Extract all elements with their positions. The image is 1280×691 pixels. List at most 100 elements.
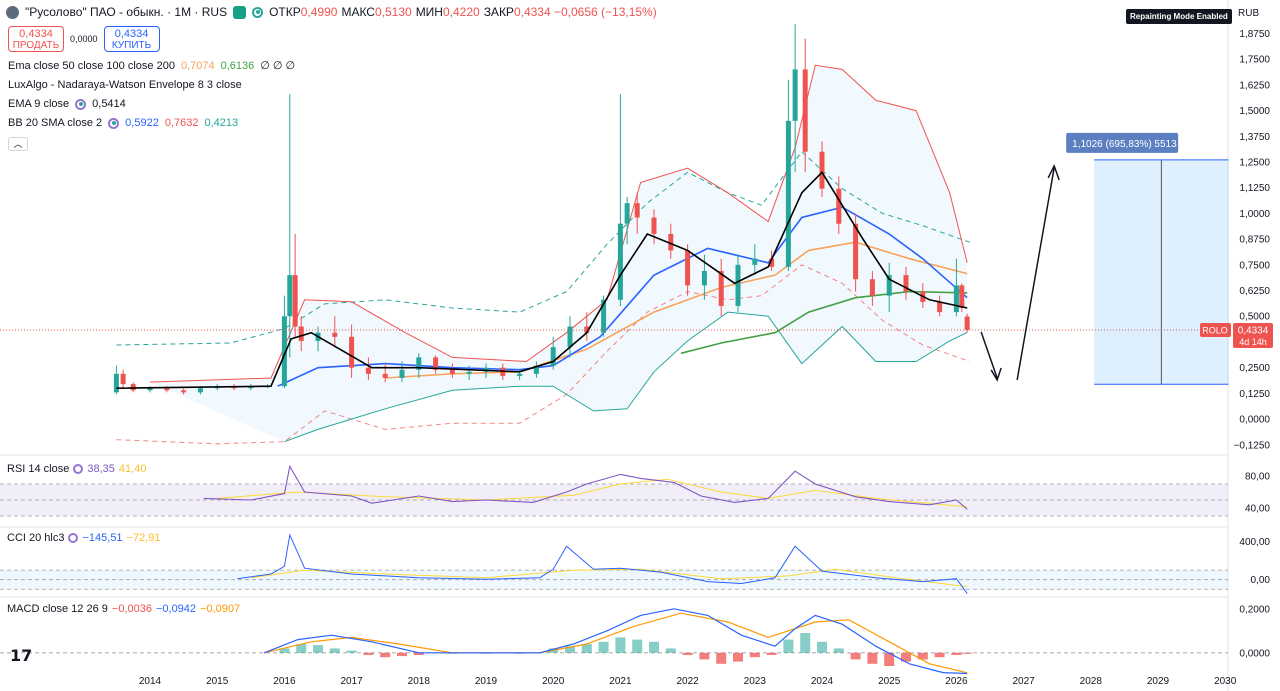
- y-axis-label: 0,0000: [1239, 415, 1270, 426]
- repaint-badge: Repainting Mode Enabled: [1126, 9, 1232, 24]
- x-axis-label: 2027: [1012, 676, 1035, 687]
- legend-macd[interactable]: MACD close 12 26 9 −0,0036 −0,0942 −0,09…: [7, 603, 240, 615]
- collapse-legend-button[interactable]: ︿: [8, 137, 28, 151]
- candle-body: [332, 332, 338, 337]
- candle-body: [959, 285, 965, 309]
- candle-body: [668, 233, 674, 251]
- macd-hist-bar: [665, 648, 676, 653]
- macd-hist-bar: [565, 646, 575, 653]
- ticker-label: ROLO: [1202, 325, 1228, 335]
- price-range-label: 1,1026 (695,83%) 5513: [1072, 139, 1177, 150]
- indicator-settings-icon[interactable]: [108, 117, 120, 129]
- live-dot-icon: [252, 6, 264, 18]
- legend-macd-label: MACD close 12 26 9: [7, 603, 108, 615]
- macd-line: [263, 608, 968, 675]
- y-axis-label: 0,5000: [1239, 312, 1270, 323]
- legend-ema9-value: 0,5414: [92, 98, 126, 110]
- macd-hist-bar: [934, 652, 945, 658]
- macd-hist-bar: [682, 652, 693, 655]
- ohlc-key: ЗАКР: [483, 5, 514, 19]
- macd-hist-bar: [749, 652, 760, 658]
- ema9-line: [116, 171, 968, 389]
- legend-ema100-value: 0,7074: [180, 59, 215, 72]
- candle-body: [416, 357, 422, 370]
- macd-hist-bar: [581, 644, 592, 653]
- last-price-label-bg: [1233, 322, 1273, 348]
- indicator-settings-icon[interactable]: [68, 533, 79, 543]
- indicator-settings-icon[interactable]: [73, 464, 84, 474]
- x-axis-label: 2016: [273, 676, 296, 687]
- sell-button[interactable]: 0,4334 ПРОДАТЬ: [8, 26, 64, 52]
- candle-body: [449, 369, 455, 374]
- candle-body: [802, 69, 808, 152]
- x-axis-label: 2020: [542, 676, 565, 687]
- ohlc-value: 0,5130: [374, 5, 412, 19]
- x-axis-label: 2019: [475, 676, 498, 687]
- macd-hist-bar: [329, 648, 340, 653]
- candle-body: [853, 223, 859, 280]
- legend-bb[interactable]: BB 20 SMA close 2 0,5922 0,7632 0,4213: [8, 117, 238, 129]
- y-axis-label: 1,2500: [1239, 157, 1270, 168]
- macd-hist-bar: [413, 652, 424, 655]
- legend-rsi[interactable]: RSI 14 close 38,35 41,40: [7, 463, 146, 475]
- ohlc-key: МАКС: [341, 5, 375, 19]
- macd-hist-bar: [867, 652, 878, 664]
- buy-button[interactable]: 0,4334 КУПИТЬ: [103, 26, 160, 52]
- legend-ema-multi-label: Ema close 50 close 100 close 200: [8, 59, 175, 72]
- legend-rsi-label: RSI 14 close: [7, 463, 70, 475]
- legend-ema-na: ∅ ∅ ∅: [260, 60, 296, 72]
- pane-axis-label: 400,00: [1239, 537, 1270, 548]
- candle-body: [869, 279, 875, 296]
- macd-hist-bar: [615, 637, 626, 653]
- trade-panel: 0,4334 ПРОДАТЬ 0,0000 0,4334 КУПИТЬ: [8, 26, 160, 52]
- legend-ema9[interactable]: EMA 9 close 0,5414: [8, 98, 126, 110]
- y-axis-label: 0,7500: [1239, 260, 1270, 271]
- candle-body: [399, 369, 405, 378]
- legend-luxalgo[interactable]: LuxAlgo - Nadaraya-Watson Envelope 8 3 c…: [8, 79, 242, 91]
- legend-cci-label: CCI 20 hlc3: [7, 532, 65, 544]
- macd-hist-bar: [649, 641, 659, 653]
- y-axis-label: 0,6250: [1239, 286, 1270, 297]
- spread-value: 0,0000: [70, 34, 98, 44]
- candle-body: [120, 373, 126, 385]
- candle-body: [197, 388, 203, 393]
- y-axis-label: 0,1250: [1239, 389, 1270, 400]
- legend-cci[interactable]: CCI 20 hlc3 −145,51 −72,91: [7, 532, 161, 544]
- pane-axis-label: 80,00: [1245, 472, 1270, 483]
- currency-selector[interactable]: RUB: [1238, 8, 1260, 19]
- candle-body: [181, 390, 187, 393]
- candle-body: [937, 301, 943, 313]
- x-axis-label: 2021: [609, 676, 632, 687]
- candle-body: [903, 275, 909, 292]
- candle-body: [281, 316, 287, 387]
- macd-hist-bar: [397, 652, 407, 657]
- candle-body: [701, 270, 707, 286]
- symbol-title[interactable]: "Русолово" ПАО - обыкн. · 1M · RUS: [25, 5, 228, 19]
- y-axis-label: 1,6250: [1239, 80, 1270, 91]
- candle-body: [433, 357, 439, 370]
- candle-body: [735, 264, 741, 306]
- y-axis-label: 1,8750: [1239, 29, 1270, 40]
- legend-ema9-label: EMA 9 close: [8, 98, 70, 110]
- ohlc-value: 0,4334 −0,0656 (−13,15%): [513, 5, 657, 19]
- candle-body: [365, 367, 371, 374]
- buy-label: КУПИТЬ: [111, 40, 152, 51]
- macd-hist-bar: [716, 652, 727, 664]
- last-price-label: 0,4334: [1238, 325, 1269, 336]
- macd-hist-bar: [901, 652, 911, 662]
- legend-ema-multi[interactable]: Ema close 50 close 100 close 200 0,7074 …: [8, 59, 296, 73]
- legend-macd-hist: −0,0036: [111, 603, 152, 615]
- macd-hist-bar: [884, 652, 895, 666]
- x-axis-label: 2026: [945, 676, 968, 687]
- symbol-logo-icon: [6, 5, 19, 19]
- ohlc-key: ОТКР: [269, 5, 301, 19]
- candle-body: [550, 347, 556, 366]
- y-axis-label: 1,1250: [1239, 183, 1270, 194]
- indicator-settings-icon[interactable]: [75, 98, 87, 110]
- pane-axis-label: 0,0000: [1239, 648, 1270, 659]
- candle-body: [964, 316, 970, 330]
- macd-hist-bar: [850, 652, 861, 660]
- legend-bb-label: BB 20 SMA close 2: [8, 117, 103, 129]
- ema50-line: [277, 206, 968, 387]
